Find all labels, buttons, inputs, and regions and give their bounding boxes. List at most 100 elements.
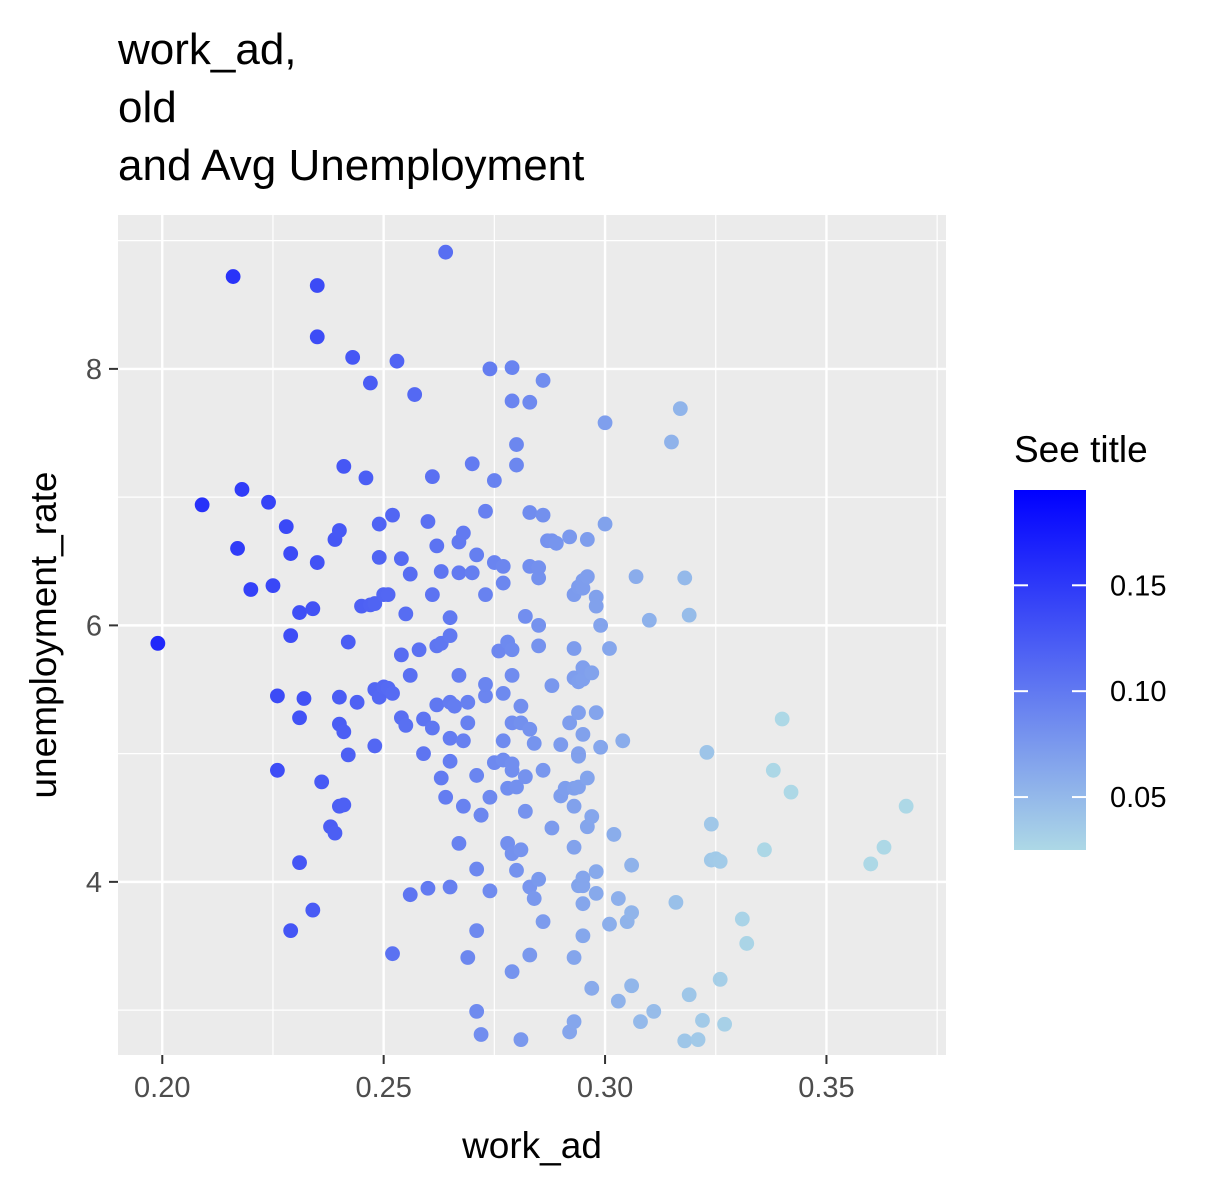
data-point [478,676,493,692]
data-point [593,617,609,633]
data-point [690,1032,706,1048]
data-point [473,807,489,823]
data-point [579,770,595,786]
data-point [473,1027,489,1042]
data-point [314,774,330,790]
data-point [398,606,414,622]
data-point [584,809,600,824]
data-point [672,401,688,417]
data-point [482,361,498,377]
data-point [464,456,480,472]
data-point [531,617,547,633]
data-point [739,936,755,951]
data-point [402,566,418,582]
data-point [522,721,538,737]
data-point [469,861,485,877]
data-point [575,896,591,912]
data-point [876,839,892,855]
chart-title: work_ad, old and Avg Unemployment [117,25,584,190]
data-point [566,839,582,855]
data-point [504,756,520,772]
data-point [389,353,405,369]
data-point [340,747,356,763]
data-point [385,685,400,701]
data-point [234,482,250,497]
data-point [575,878,591,894]
data-point [562,715,578,731]
data-point [571,746,586,762]
data-point [469,1003,485,1019]
data-point [615,733,631,749]
data-point [495,685,511,701]
data-point [562,529,578,545]
data-points [150,244,914,1049]
data-point [681,987,697,1003]
grid-minor [118,215,946,1055]
data-point [509,779,524,795]
data-point [602,916,617,932]
data-point [371,516,387,532]
data-point [495,733,511,749]
data-point [358,470,374,486]
data-point [292,855,307,871]
data-point [509,862,524,878]
x-axis-title: work_ad [461,1125,602,1166]
data-point [478,587,493,603]
data-point [438,244,454,260]
data-point [469,923,485,939]
data-point [544,678,560,694]
data-point [717,1016,733,1032]
data-point [646,1003,662,1019]
data-point [270,688,285,704]
data-point [535,914,551,930]
data-point [340,634,356,650]
data-point [575,726,591,742]
data-point [624,905,640,921]
chart-title-line-2: old [118,83,177,132]
data-point [579,532,595,547]
data-point [566,1014,582,1030]
data-point [774,711,790,727]
data-point [442,753,458,769]
data-point [385,946,400,962]
data-point [588,598,604,614]
data-point [455,798,471,814]
chart-title-line-1: work_ad, [117,25,297,74]
x-tick-label: 0.25 [355,1072,411,1104]
data-point [362,375,378,391]
data-point [442,610,458,626]
data-point [420,880,436,896]
data-point [292,605,307,620]
data-point [243,582,259,597]
data-point [283,546,299,561]
data-point [331,689,347,705]
data-point [407,387,423,402]
data-point [535,507,551,523]
data-point [469,547,485,563]
data-point [588,886,604,901]
data-point [150,635,166,651]
data-point [402,667,418,683]
data-point [517,609,533,624]
data-point [478,688,493,704]
y-axis: 4 6 8 [86,354,118,899]
data-point [602,641,617,656]
plot-panel [118,215,946,1055]
data-point [504,360,520,376]
data-point [482,883,498,899]
data-point [411,642,427,658]
data-point [442,879,458,895]
data-point [597,415,613,431]
data-point [606,827,622,842]
data-point [455,733,471,749]
data-point [402,887,418,903]
data-point [513,698,529,714]
data-point [531,570,547,586]
data-point [699,744,715,760]
data-point [309,329,325,345]
data-point [486,473,502,488]
data-point [283,923,299,939]
data-point [513,1032,529,1048]
data-point [336,797,352,813]
data-point [327,825,343,841]
